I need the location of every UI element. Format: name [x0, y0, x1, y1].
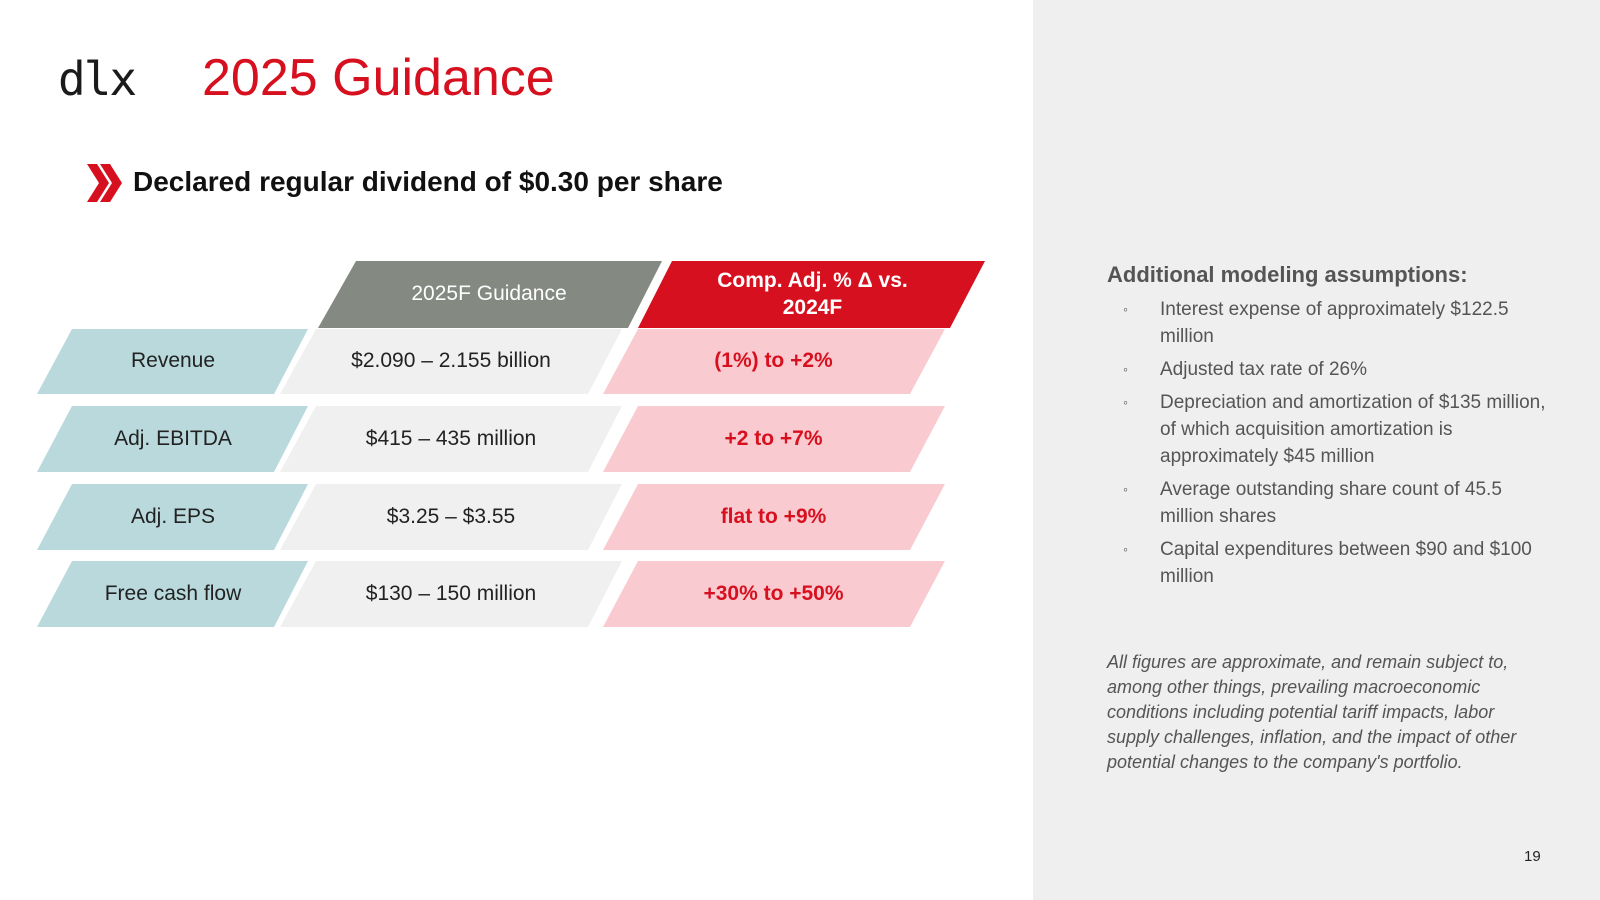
guidance-cell	[280, 406, 622, 472]
guidance-value: $2.090 – 2.155 billion	[351, 349, 551, 373]
page-number: 19	[1524, 848, 1541, 865]
double-chevron-icon	[87, 164, 122, 202]
guidance-table	[37, 261, 985, 627]
metric-cell	[37, 329, 308, 394]
comp-value: (1%) to +2%	[714, 349, 833, 373]
assumption-text: Adjusted tax rate of 26%	[1160, 359, 1368, 380]
disclaimer-text: All figures are approximate, and remain …	[1107, 652, 1517, 772]
metric-cell	[37, 406, 308, 472]
assumptions-title: Additional modeling assumptions:	[1107, 262, 1468, 287]
guidance-value: $3.25 – $3.55	[386, 504, 516, 528]
company-logo: dlx	[58, 52, 137, 106]
header-comp-line2: 2024F	[782, 295, 843, 319]
hollow-circle-icon: ◦	[1123, 394, 1128, 410]
list-item: ◦ Interest expense of approximately $122.…	[1107, 296, 1547, 350]
assumptions-panel	[1033, 0, 1600, 900]
assumption-text: Depreciation and amortization of $135 mi…	[1160, 392, 1546, 467]
guidance-cell	[280, 329, 622, 394]
list-item: ◦ Average outstanding share count of 45.5…	[1107, 476, 1547, 530]
assumption-text: Average outstanding share count of 45.5 …	[1160, 479, 1502, 527]
guidance-cell	[280, 561, 622, 627]
list-item: ◦ Adjusted tax rate of 26%	[1107, 356, 1547, 383]
header-comp-line1: Comp. Adj. % Δ vs.	[717, 269, 908, 293]
comp-value: flat to +9%	[720, 504, 827, 528]
comp-cell	[603, 406, 945, 472]
header-guidance-cell	[318, 261, 662, 328]
metric-label: Adj. EPS	[130, 504, 216, 528]
guidance-value: $415 – 435 million	[365, 426, 537, 450]
dividend-headline: Declared regular dividend of $0.30 per s…	[133, 166, 723, 197]
hollow-circle-icon: ◦	[1123, 301, 1128, 317]
header-comp-label: Comp. Adj. % Δ vs. 2024F	[655, 261, 970, 328]
guidance-cell	[280, 484, 622, 550]
assumption-text: Interest expense of approximately $122.5…	[1160, 299, 1509, 347]
list-item: ◦ Capital expenditures between $90 and $1…	[1107, 536, 1547, 590]
guidance-value: $130 – 150 million	[365, 581, 537, 605]
header-comp-cell	[638, 261, 985, 328]
metric-label: Free cash flow	[104, 581, 242, 605]
assumptions-list: ◦ Interest expense of approximately $122.…	[1107, 296, 1547, 596]
comp-cell	[603, 484, 945, 550]
hollow-circle-icon: ◦	[1123, 361, 1128, 377]
metric-cell	[37, 484, 308, 550]
comp-value: +2 to +7%	[724, 426, 823, 450]
header-guidance-label: 2025F Guidance	[411, 282, 567, 306]
hollow-circle-icon: ◦	[1123, 481, 1128, 497]
comp-value: +30% to +50%	[703, 581, 844, 605]
metric-label: Adj. EBITDA	[114, 426, 232, 450]
comp-cell	[603, 561, 945, 627]
assumption-text: Capital expenditures between $90 and $10…	[1160, 539, 1532, 587]
page-title: 2025 Guidance	[202, 49, 555, 107]
metric-cell	[37, 561, 308, 627]
metric-label: Revenue	[130, 349, 216, 373]
hollow-circle-icon: ◦	[1123, 541, 1128, 557]
comp-cell	[603, 329, 945, 394]
list-item: ◦ Depreciation and amortization of $135 m…	[1107, 389, 1547, 470]
